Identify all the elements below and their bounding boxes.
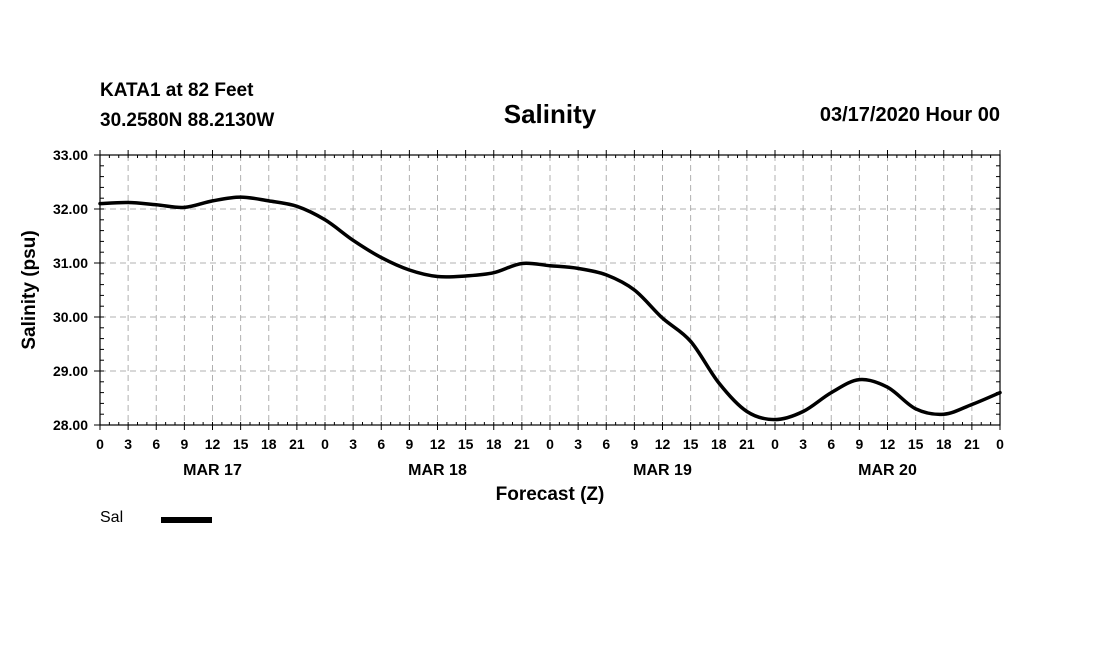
x-tick-label: 3 bbox=[799, 436, 807, 452]
chart-title: Salinity bbox=[503, 99, 597, 129]
day-label: MAR 19 bbox=[633, 462, 692, 479]
x-tick-label: 0 bbox=[96, 436, 104, 452]
station-info: KATA1 at 82 Feet 30.2580N 88.2130W bbox=[100, 76, 274, 136]
day-labels: MAR 17 MAR 18 MAR 19 MAR 20 bbox=[183, 462, 917, 479]
forecast-datetime: 03/17/2020 Hour 00 bbox=[819, 104, 1000, 126]
x-tick-label: 21 bbox=[289, 436, 305, 452]
day-label: MAR 17 bbox=[183, 462, 242, 479]
x-tick-label: 12 bbox=[205, 436, 221, 452]
x-tick-label: 15 bbox=[908, 436, 924, 452]
x-tick-label: 6 bbox=[827, 436, 835, 452]
x-tick-label: 18 bbox=[486, 436, 502, 452]
grid-lines bbox=[100, 155, 1000, 425]
x-tick-label: 9 bbox=[405, 436, 413, 452]
x-tick-label: 12 bbox=[430, 436, 446, 452]
day-label: MAR 20 bbox=[858, 462, 917, 479]
x-tick-label: 12 bbox=[655, 436, 671, 452]
y-tick-label: 32.00 bbox=[53, 201, 88, 217]
y-tick-label: 30.00 bbox=[53, 309, 88, 325]
x-tick-label: 9 bbox=[855, 436, 863, 452]
x-tick-label: 9 bbox=[630, 436, 638, 452]
x-tick-label: 6 bbox=[377, 436, 385, 452]
x-tick-label: 6 bbox=[602, 436, 610, 452]
x-tick-label: 12 bbox=[880, 436, 896, 452]
y-tick-label: 31.00 bbox=[53, 255, 88, 271]
x-tick-label: 0 bbox=[546, 436, 554, 452]
x-tick-label: 21 bbox=[964, 436, 980, 452]
y-axis-label: Salinity (psu) bbox=[19, 230, 40, 349]
x-tick-label: 21 bbox=[514, 436, 530, 452]
x-tick-label: 0 bbox=[321, 436, 329, 452]
x-tick-label: 3 bbox=[349, 436, 357, 452]
x-tick-label: 9 bbox=[180, 436, 188, 452]
y-tick-label: 29.00 bbox=[53, 363, 88, 379]
salinity-series-line bbox=[98, 195, 1002, 422]
x-tick-label: 15 bbox=[683, 436, 699, 452]
x-tick-label: 15 bbox=[458, 436, 474, 452]
legend-swatch bbox=[161, 517, 212, 523]
x-tick-label: 3 bbox=[124, 436, 132, 452]
x-tick-label: 18 bbox=[261, 436, 277, 452]
x-tick-label: 3 bbox=[574, 436, 582, 452]
y-tick-label: 28.00 bbox=[53, 417, 88, 433]
station-name: KATA1 at 82 Feet bbox=[100, 80, 254, 101]
x-tick-label: 18 bbox=[936, 436, 952, 452]
x-tick-label: 21 bbox=[739, 436, 755, 452]
x-axis-label: Forecast (Z) bbox=[496, 484, 605, 505]
axis-ticks bbox=[94, 150, 1001, 430]
x-tick-label: 15 bbox=[233, 436, 249, 452]
x-tick-label: 0 bbox=[996, 436, 1004, 452]
y-tick-labels: 28.00 29.00 30.00 31.00 32.00 33.00 bbox=[53, 147, 88, 433]
x-tick-label: 0 bbox=[771, 436, 779, 452]
y-tick-label: 33.00 bbox=[53, 147, 88, 163]
station-location: 30.2580N 88.2130W bbox=[100, 110, 275, 131]
x-tick-labels: 0 3 6 9 12 15 18 21 0 3 6 9 12 15 18 21 0 3 6 9 12 15 18 21 0 3 6 9… bbox=[96, 436, 1004, 452]
x-tick-label: 18 bbox=[711, 436, 727, 452]
x-tick-label: 6 bbox=[152, 436, 160, 452]
legend-label: Sal bbox=[100, 509, 124, 526]
day-label: MAR 18 bbox=[408, 462, 467, 479]
